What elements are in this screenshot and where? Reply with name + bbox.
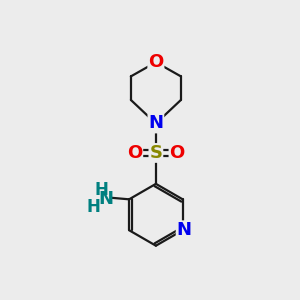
Text: N: N [148,115,164,133]
Text: S: S [149,144,162,162]
Text: O: O [148,53,164,71]
Text: N: N [177,221,192,239]
Text: O: O [169,144,185,162]
Text: H: H [87,198,101,216]
Text: N: N [98,190,113,208]
Text: H: H [94,181,108,199]
Text: O: O [127,144,142,162]
